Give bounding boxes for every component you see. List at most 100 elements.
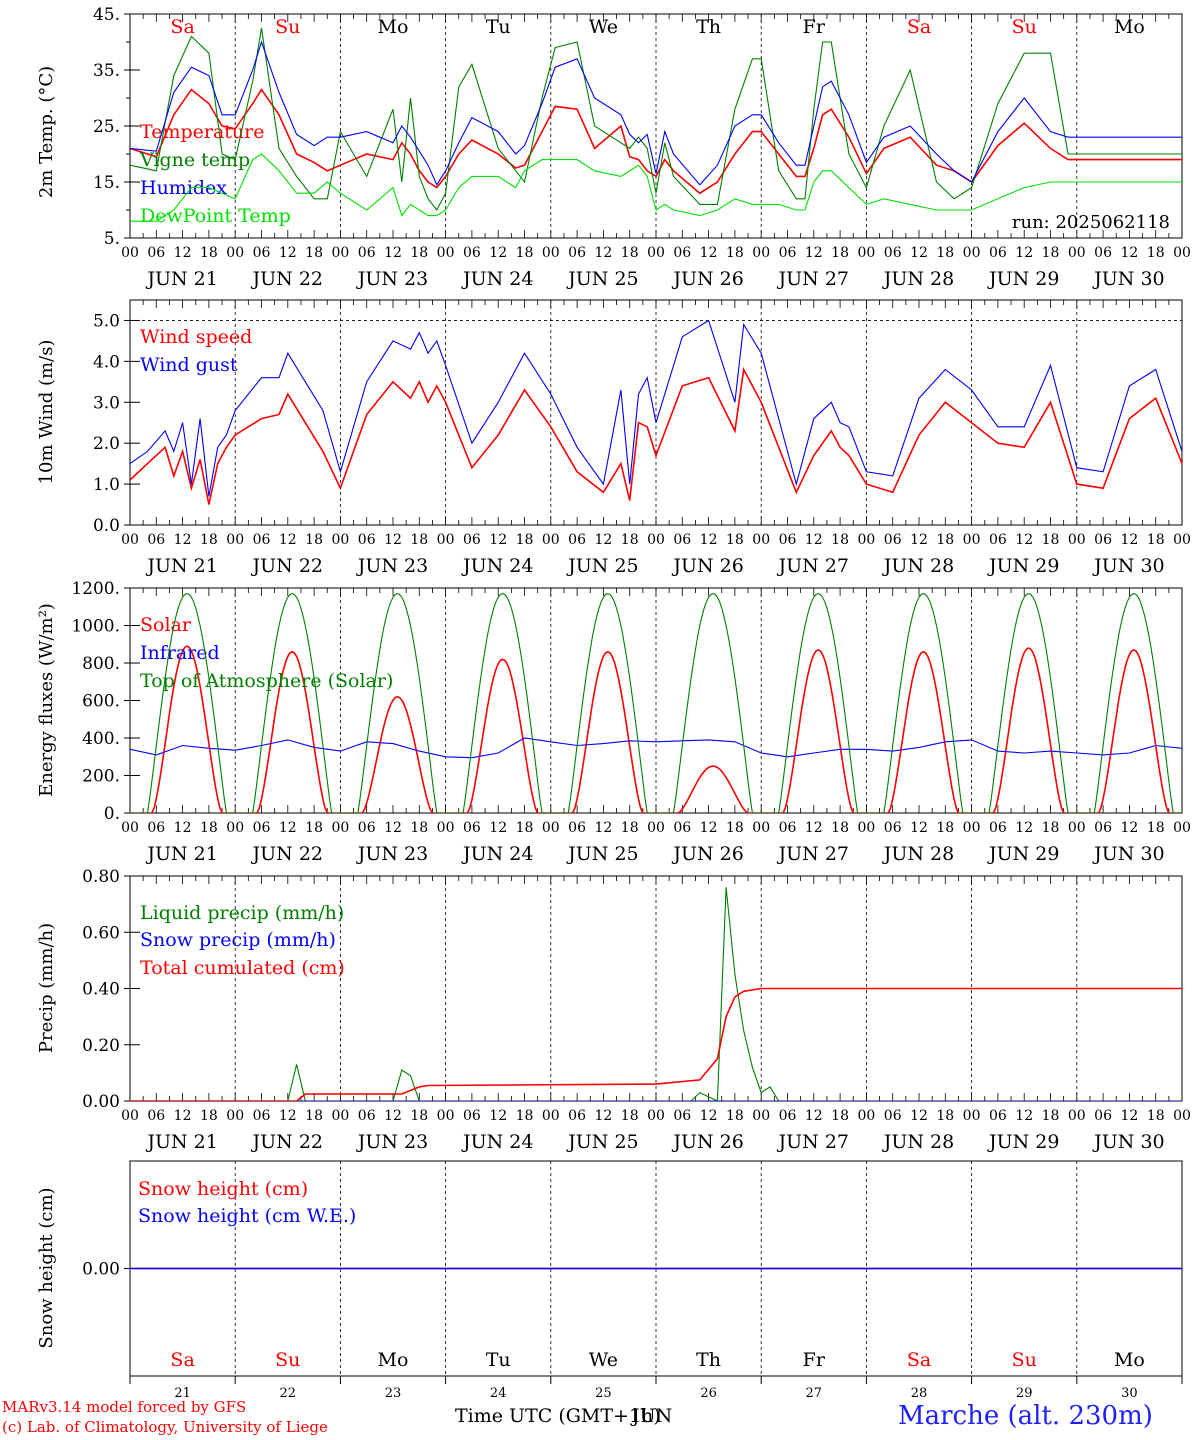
y-axis-label: 2m Temp. (°C) [36, 66, 57, 198]
date-label: JUN 23 [356, 1131, 428, 1153]
y-tick-label: 0.0 [93, 516, 120, 536]
hour-tick-label: 06 [673, 1108, 691, 1124]
y-axis-label: 10m Wind (m/s) [36, 340, 57, 485]
date-label: JUN 30 [1092, 555, 1164, 577]
hour-tick-label: 18 [305, 820, 323, 836]
date-label: JUN 27 [777, 555, 849, 577]
hour-tick-label: 18 [831, 532, 849, 548]
day-number-label: 27 [806, 1386, 823, 1401]
x-axis-title-overlay: JUN [632, 1405, 673, 1427]
series-line [130, 319, 1182, 497]
date-label: JUN 30 [1092, 268, 1164, 290]
date-label: JUN 25 [566, 1131, 638, 1153]
date-label: JUN 29 [987, 268, 1059, 290]
plot-frame [129, 299, 1183, 526]
y-tick-label: 45. [93, 5, 120, 25]
weekday-label: Mo [1114, 16, 1145, 38]
y-tick-label: 0.00 [82, 1260, 120, 1280]
y-tick-label: 400. [82, 729, 120, 749]
weekday-label: Mo [378, 16, 409, 38]
hour-tick-label: 00 [1173, 245, 1191, 261]
date-label: JUN 29 [987, 1131, 1059, 1153]
hour-tick-label: 00 [437, 820, 455, 836]
date-label: JUN 22 [251, 843, 323, 865]
hour-tick-label: 06 [673, 245, 691, 261]
weekday-label: Mo [378, 1349, 409, 1371]
hour-tick-label: 00 [647, 532, 665, 548]
hour-tick-label: 12 [279, 1108, 297, 1124]
y-axis-label: Precip (mm/h) [36, 923, 57, 1053]
date-label: JUN 27 [777, 1131, 849, 1153]
y-tick-label: 35. [93, 61, 120, 81]
hour-tick-label: 06 [779, 820, 797, 836]
hour-tick-label: 18 [621, 820, 639, 836]
y-tick-label: 1200. [71, 579, 120, 599]
hour-tick-label: 12 [174, 1108, 192, 1124]
hour-tick-label: 12 [1120, 820, 1138, 836]
hour-tick-label: 06 [673, 532, 691, 548]
day-number-label: 30 [1121, 1386, 1138, 1401]
hour-tick-label: 18 [305, 245, 323, 261]
hour-tick-label: 18 [1042, 820, 1060, 836]
date-label: JUN 26 [671, 843, 743, 865]
hour-tick-label: 12 [489, 245, 507, 261]
hour-tick-label: 00 [1173, 532, 1191, 548]
hour-tick-label: 12 [174, 532, 192, 548]
date-label: JUN 24 [461, 1131, 533, 1153]
weekday-label: Fr [803, 16, 826, 38]
hour-tick-label: 12 [910, 245, 928, 261]
weekday-label: Sa [170, 1349, 194, 1371]
y-axis-label: Energy fluxes (W/m²) [36, 603, 57, 797]
y-tick-label: 0.20 [82, 1036, 120, 1056]
date-label: JUN 29 [987, 843, 1059, 865]
hour-tick-label: 12 [1120, 245, 1138, 261]
hour-tick-label: 12 [700, 245, 718, 261]
hour-tick-label: 00 [121, 532, 139, 548]
hour-tick-label: 18 [726, 245, 744, 261]
hour-tick-label: 12 [910, 820, 928, 836]
hour-tick-label: 00 [752, 1108, 770, 1124]
legend-entry: Snow height (cm) [138, 1178, 308, 1200]
hour-tick-label: 00 [857, 532, 875, 548]
weekday-label: Mo [1114, 1349, 1145, 1371]
hour-tick-label: 06 [989, 532, 1007, 548]
hour-tick-label: 12 [910, 1108, 928, 1124]
hour-tick-label: 18 [516, 1108, 534, 1124]
hour-tick-label: 06 [989, 820, 1007, 836]
hour-tick-label: 18 [831, 1108, 849, 1124]
weekday-label: Th [696, 16, 721, 38]
date-label: JUN 21 [145, 268, 217, 290]
hour-tick-label: 12 [489, 532, 507, 548]
date-label: JUN 27 [777, 268, 849, 290]
hour-tick-label: 00 [542, 532, 560, 548]
date-label: JUN 30 [1092, 1131, 1164, 1153]
hour-tick-label: 12 [1015, 245, 1033, 261]
hour-tick-label: 12 [805, 1108, 823, 1124]
hour-tick-label: 12 [489, 820, 507, 836]
hour-tick-label: 00 [752, 245, 770, 261]
day-number-label: 29 [1016, 1386, 1033, 1401]
legend-entry: Solar [140, 614, 192, 636]
hour-tick-label: 12 [700, 820, 718, 836]
hour-tick-label: 06 [884, 820, 902, 836]
hour-tick-label: 18 [200, 820, 218, 836]
hour-tick-label: 06 [253, 532, 271, 548]
day-number-label: 21 [174, 1386, 191, 1401]
hour-tick-label: 06 [989, 245, 1007, 261]
weekday-label: Tu [486, 16, 511, 38]
hour-tick-label: 12 [594, 245, 612, 261]
day-number-label: 25 [595, 1386, 612, 1401]
hour-tick-label: 18 [621, 1108, 639, 1124]
hour-tick-label: 12 [174, 820, 192, 836]
hour-tick-label: 00 [542, 1108, 560, 1124]
legend-entry: Wind speed [140, 326, 252, 348]
hour-tick-label: 06 [568, 245, 586, 261]
hour-tick-label: 06 [147, 1108, 165, 1124]
date-label: JUN 23 [356, 843, 428, 865]
panel-1: 5. 15. 25. 35. 45. 2m Temp. (°C) Temperature Vi… [36, 5, 1191, 290]
hour-tick-label: 18 [621, 532, 639, 548]
hour-tick-label: 06 [568, 532, 586, 548]
hour-tick-label: 06 [253, 1108, 271, 1124]
hour-tick-label: 18 [410, 532, 428, 548]
